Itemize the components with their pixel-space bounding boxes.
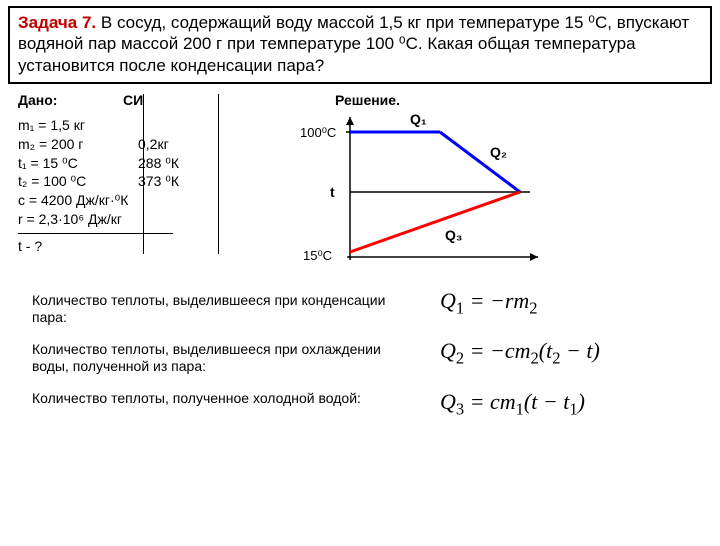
- solution-label: Решение.: [335, 92, 400, 108]
- formula-q3: Q3 = cm1(t − t1): [440, 389, 710, 419]
- formulas: Q1 = −rm2 Q2 = −cm2(t2 − t) Q3 = cm1(t −…: [440, 288, 710, 439]
- divider-line: [218, 94, 219, 254]
- desc-q1: Количество теплоты, выделившееся при кон…: [32, 292, 402, 327]
- formula-q1: Q1 = −rm2: [440, 288, 710, 318]
- svg-text:t: t: [330, 184, 335, 200]
- problem-text: В сосуд, содержащий воду массой 1,5 кг п…: [18, 13, 689, 75]
- given-item: m₁ = 1,5 кг: [18, 116, 138, 135]
- desc-q2: Количество теплоты, выделившееся при охл…: [32, 341, 402, 376]
- unknown-value: t - ?: [18, 238, 278, 254]
- given-label: Дано:: [18, 92, 123, 108]
- given-item: c = 4200 Дж/кг·⁰К: [18, 191, 138, 210]
- graph-svg: 100⁰С 15⁰С t Q₁ Q₂ Q₃: [295, 112, 555, 277]
- svg-text:Q₂: Q₂: [490, 144, 507, 160]
- si-label: СИ: [123, 92, 143, 108]
- given-item: m₂ = 200 г: [18, 135, 138, 154]
- svg-text:15⁰С: 15⁰С: [303, 248, 332, 263]
- given-item: t₂ = 100 ⁰С: [18, 172, 138, 191]
- heat-graph: 100⁰С 15⁰С t Q₁ Q₂ Q₃: [295, 112, 555, 277]
- content: Дано: СИ m₁ = 1,5 кг m₂ = 200 г0,2кг t₁ …: [0, 92, 720, 96]
- svg-text:Q₁: Q₁: [410, 112, 427, 127]
- descriptions: Количество теплоты, выделившееся при кон…: [32, 292, 402, 422]
- svg-text:100⁰С: 100⁰С: [300, 125, 336, 140]
- given-block: Дано: СИ m₁ = 1,5 кг m₂ = 200 г0,2кг t₁ …: [18, 92, 278, 254]
- given-values: m₁ = 1,5 кг m₂ = 200 г0,2кг t₁ = 15 ⁰С28…: [18, 116, 278, 229]
- divider-line: [18, 233, 173, 234]
- problem-title: Задача 7.: [18, 13, 96, 32]
- svg-text:Q₃: Q₃: [445, 227, 462, 243]
- given-item: r = 2,3·10⁶ Дж/кг: [18, 210, 138, 229]
- divider-line: [143, 94, 144, 254]
- problem-statement: Задача 7. В сосуд, содержащий воду массо…: [8, 6, 712, 84]
- desc-q3: Количество теплоты, полученное холодной …: [32, 390, 402, 408]
- given-item: t₁ = 15 ⁰С: [18, 154, 138, 173]
- formula-q2: Q2 = −cm2(t2 − t): [440, 338, 710, 368]
